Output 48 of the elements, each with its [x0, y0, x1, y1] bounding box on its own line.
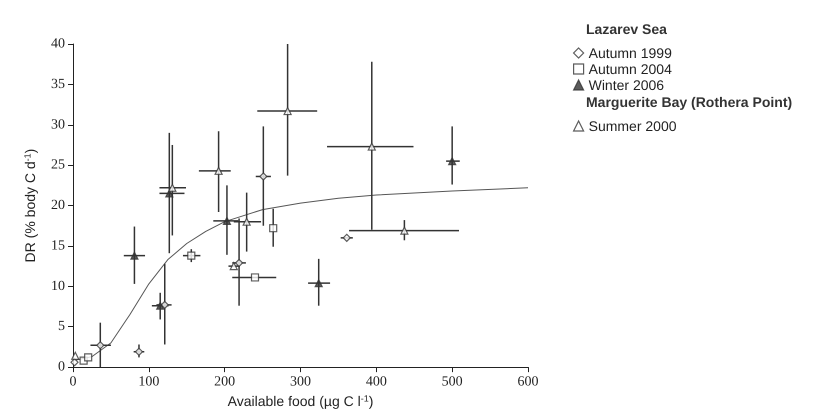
point: [96, 341, 104, 350]
y-tick-label: 10: [51, 278, 65, 294]
y-tick-label: 30: [51, 117, 65, 132]
point: [448, 157, 456, 166]
point: [160, 300, 169, 310]
point: [222, 216, 232, 225]
y-tick-label: 20: [51, 198, 65, 214]
y-tick-label: 5: [58, 319, 65, 334]
point: [314, 278, 323, 288]
text: Marguerite Bay (Rothera Point): [586, 94, 792, 110]
point: [70, 358, 79, 366]
x-tick-label: 400: [366, 374, 387, 390]
legend-label: Winter 2006: [588, 77, 664, 93]
point: [242, 218, 251, 226]
legend-label: Autumn 2004: [588, 61, 672, 77]
point: [187, 252, 196, 260]
x-tick-label: 300: [290, 374, 311, 390]
x-tick-label: 0: [70, 374, 76, 390]
point: [168, 184, 176, 192]
point: [250, 273, 260, 282]
point: [230, 262, 238, 270]
point: [134, 348, 144, 356]
legend-label: Summer 2000: [588, 118, 677, 134]
point: [234, 258, 244, 267]
x-tick-label: 600: [518, 374, 538, 390]
text: Lazarev Sea: [586, 21, 668, 37]
y-tick-label: 40: [51, 36, 65, 52]
point: [342, 234, 351, 242]
y-tick-label: 25: [51, 158, 65, 173]
point: [284, 106, 292, 116]
point: [165, 189, 174, 198]
x-tick-label: 200: [214, 374, 236, 390]
point: [130, 252, 139, 260]
point: [156, 302, 164, 310]
point: [71, 352, 80, 360]
y-axis-title: DR (% body C d-1): [22, 148, 38, 262]
y-tick-label: 0: [58, 360, 65, 375]
legend-label: Autumn 1999: [588, 45, 672, 61]
x-tick-label: 100: [138, 374, 160, 390]
point: [214, 166, 223, 175]
x-tick-label: 500: [442, 374, 463, 390]
point: [259, 172, 268, 181]
point: [84, 353, 92, 362]
point: [269, 224, 278, 232]
point: [368, 142, 376, 151]
y-tick-label: 15: [51, 238, 65, 254]
y-tick-label: 35: [51, 76, 65, 92]
point: [400, 226, 408, 235]
